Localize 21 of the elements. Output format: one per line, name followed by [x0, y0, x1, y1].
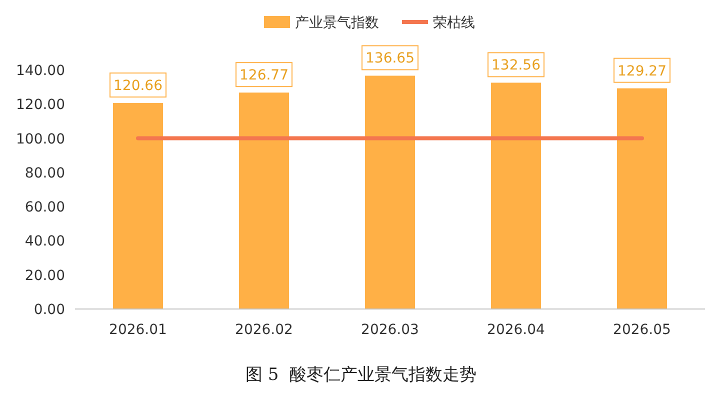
y-tick-label: 60.00 — [24, 200, 65, 216]
data-label: 132.56 — [492, 58, 541, 74]
legend-label: 产业景气指数 — [295, 15, 379, 31]
data-label: 120.66 — [114, 78, 163, 94]
data-label: 126.77 — [240, 68, 288, 84]
x-tick-label: 2026.02 — [235, 322, 293, 338]
y-tick-label: 120.00 — [16, 97, 65, 114]
x-tick-label: 2026.05 — [613, 322, 671, 338]
data-label: 136.65 — [366, 50, 414, 67]
y-tick-label: 0.00 — [34, 302, 65, 318]
y-tick-label: 100.00 — [16, 131, 65, 148]
y-tick-label: 20.00 — [24, 268, 65, 284]
x-tick-label: 2026.04 — [487, 322, 546, 338]
x-tick-label: 2026.01 — [109, 322, 167, 338]
data-label: 129.27 — [618, 63, 666, 80]
text: 图 5 酸枣仁产业景气指数走势 — [245, 365, 477, 385]
legend-label: 荣枯线 — [433, 15, 475, 31]
x-tick-label: 2026.03 — [361, 322, 419, 338]
y-tick-label: 140.00 — [16, 63, 65, 79]
y-tick-label: 80.00 — [24, 165, 65, 182]
y-tick-label: 40.00 — [24, 234, 65, 250]
